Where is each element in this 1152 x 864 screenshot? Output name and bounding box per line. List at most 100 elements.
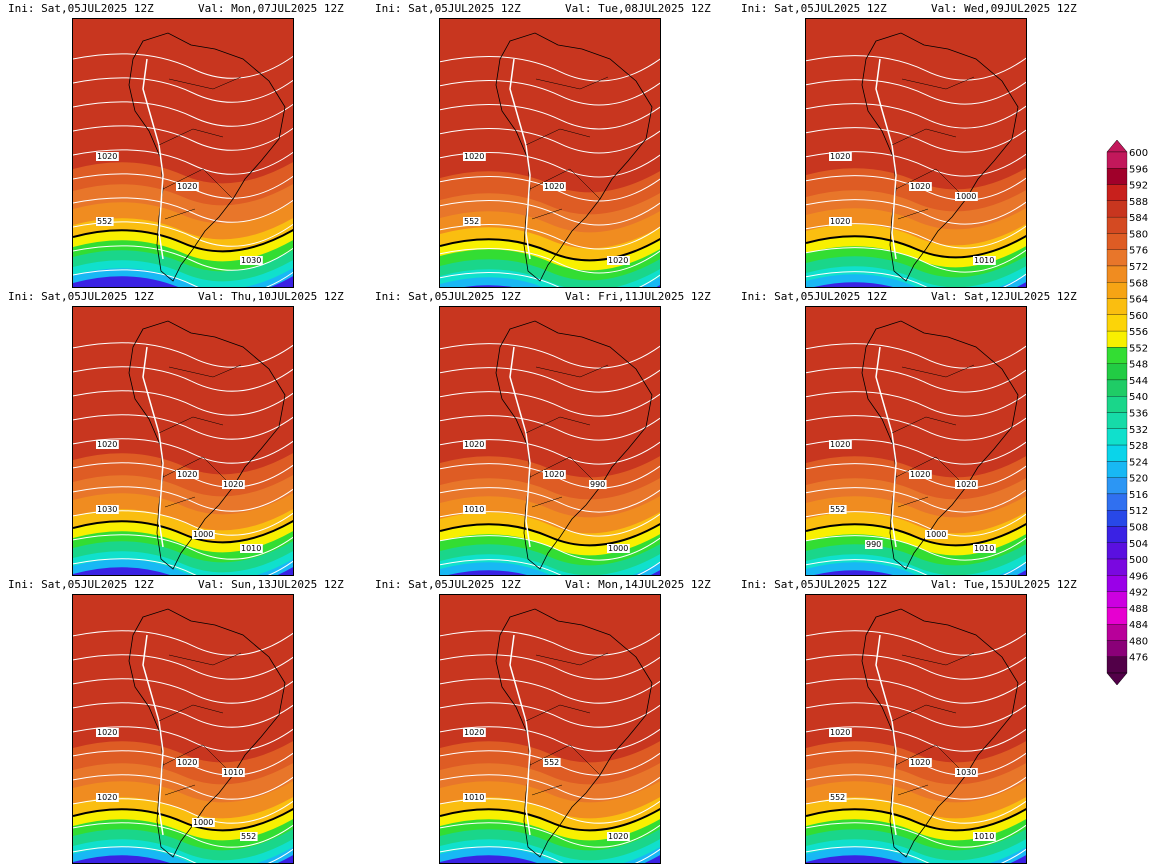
country-border bbox=[535, 364, 609, 378]
forecast-panel: Ini: Sat,05JUL2025 12Z Val: Thu,10JUL2025… bbox=[0, 288, 366, 576]
isobar-label-bg bbox=[543, 182, 566, 191]
isobar-line bbox=[440, 367, 660, 393]
isobar-line bbox=[440, 200, 660, 226]
map-canvas: 1020 1020 552 1010 1030 bbox=[806, 608, 1026, 863]
colorbar-tick-label: 592 bbox=[1129, 181, 1148, 192]
isobar-label: 552 bbox=[97, 217, 112, 226]
isobar-line bbox=[806, 391, 1026, 417]
country-border bbox=[525, 704, 591, 722]
isobar-line bbox=[806, 439, 1026, 465]
country-border bbox=[168, 364, 242, 378]
isobar-label-bg bbox=[192, 530, 215, 539]
colorbar-tick-label: 488 bbox=[1129, 604, 1148, 615]
isobar-line bbox=[806, 654, 1026, 680]
isobar-label: 1020 bbox=[223, 480, 243, 489]
valid-time-label: Val: Sun,13JUL2025 12Z bbox=[198, 578, 344, 591]
colorbar-tick-label: 532 bbox=[1129, 425, 1148, 436]
isobar-label: 1020 bbox=[97, 728, 117, 737]
colorbar-tick-label: 516 bbox=[1129, 490, 1148, 501]
country-border bbox=[158, 416, 224, 434]
country-border bbox=[531, 496, 563, 508]
coastline bbox=[495, 608, 653, 858]
forecast-panel: Ini: Sat,05JUL2025 12Z Val: Wed,09JUL2025… bbox=[733, 0, 1099, 288]
map-canvas: 1020 1020 552 1020 bbox=[440, 32, 660, 287]
colorbar-swatch bbox=[1106, 591, 1128, 609]
isobar-label: 1020 bbox=[910, 182, 930, 191]
isobar-line bbox=[806, 822, 1026, 848]
isobar-label-bg bbox=[463, 728, 486, 737]
colorbar-swatch bbox=[1106, 607, 1128, 625]
country-border bbox=[158, 704, 224, 722]
colorbar-swatch bbox=[1106, 298, 1128, 315]
colorbar-tick-label: 504 bbox=[1129, 539, 1148, 550]
valid-time-label: Val: Mon,07JUL2025 12Z bbox=[198, 2, 344, 15]
isobar-line bbox=[73, 822, 293, 848]
colorbar-swatch bbox=[1106, 314, 1128, 332]
coastline bbox=[128, 32, 286, 282]
isobar-line bbox=[73, 678, 293, 704]
colorbar-tick-label: 596 bbox=[1129, 164, 1148, 175]
isobar-label: 1020 bbox=[464, 440, 484, 449]
colorbar-tick-label: 580 bbox=[1129, 229, 1148, 240]
colorbar-tick-label: 492 bbox=[1129, 588, 1148, 599]
isobar-label: 1020 bbox=[910, 758, 930, 767]
coastline bbox=[128, 320, 286, 570]
colorbar-swatch bbox=[1106, 168, 1128, 185]
isobar-label-bg bbox=[973, 832, 996, 841]
colorbar-swatch bbox=[1106, 330, 1128, 348]
isobar-line bbox=[73, 53, 293, 79]
thickness-band bbox=[464, 285, 660, 287]
isobar-line bbox=[440, 248, 660, 274]
isobar-label-bg bbox=[829, 793, 847, 802]
valid-time-label: Val: Tue,15JUL2025 12Z bbox=[931, 578, 1077, 591]
country-border bbox=[897, 496, 929, 508]
isobar-line bbox=[73, 726, 293, 752]
colorbar-swatch bbox=[1106, 249, 1128, 267]
map-canvas: 1020 1020 1020 1010 1000 bbox=[806, 32, 1026, 287]
forecast-panel: Ini: Sat,05JUL2025 12Z Val: Mon,07JUL2025… bbox=[0, 0, 366, 288]
country-border bbox=[164, 784, 196, 796]
country-border bbox=[891, 128, 957, 146]
isobar-line bbox=[806, 103, 1026, 129]
isobar-line bbox=[806, 678, 1026, 704]
thickness-552-contour bbox=[440, 807, 660, 832]
colorbar-tick-label: 552 bbox=[1129, 343, 1148, 354]
isobar-label: 1020 bbox=[464, 152, 484, 161]
isobar-label: 1020 bbox=[544, 470, 564, 479]
isobar-line bbox=[73, 77, 293, 103]
country-border bbox=[168, 652, 242, 666]
panel-header: Ini: Sat,05JUL2025 12Z Val: Sat,12JUL2025… bbox=[733, 290, 1099, 304]
colorbar-tick-label: 500 bbox=[1129, 555, 1148, 566]
isobar-line bbox=[73, 366, 293, 392]
colorbar-tick-label: 560 bbox=[1129, 311, 1148, 322]
colorbar-tick-label: 536 bbox=[1129, 409, 1148, 420]
colorbar-tick-label: 476 bbox=[1129, 653, 1148, 664]
isobar-label: 1020 bbox=[544, 182, 564, 191]
colorbar-swatch bbox=[1106, 216, 1128, 234]
colorbar-tick-label: 544 bbox=[1129, 376, 1148, 387]
colorbar-swatch bbox=[1106, 412, 1128, 429]
isobar-label: 552 bbox=[830, 793, 845, 802]
colorbar-tick-label: 588 bbox=[1129, 197, 1148, 208]
isobar-label-bg bbox=[973, 256, 996, 265]
panel-header: Ini: Sat,05JUL2025 12Z Val: Mon,07JUL2025… bbox=[0, 2, 366, 16]
init-time-label: Ini: Sat,05JUL2025 12Z bbox=[8, 578, 154, 591]
colorbar-swatch bbox=[1106, 184, 1128, 201]
thickness-map: 1020 1020 552 1010 1020 1000 990 bbox=[805, 306, 1027, 576]
isobar-line bbox=[806, 127, 1026, 153]
colorbar-tick-label: 520 bbox=[1129, 474, 1148, 485]
isobar-label-bg bbox=[955, 192, 978, 201]
coastline bbox=[128, 608, 286, 858]
isobar-line bbox=[806, 367, 1026, 393]
isobar-label: 1030 bbox=[97, 505, 117, 514]
isobar-label-bg bbox=[607, 544, 630, 553]
isobar-label: 1010 bbox=[974, 544, 994, 553]
colorbar-tick-label: 564 bbox=[1129, 295, 1148, 306]
isobar-label: 1010 bbox=[464, 793, 484, 802]
isobar-label: 552 bbox=[241, 832, 256, 841]
isobar-line bbox=[73, 702, 293, 728]
thickness-552-contour bbox=[806, 234, 1026, 259]
isobar-line bbox=[73, 774, 293, 800]
isobar-line bbox=[440, 176, 660, 202]
isobar-line bbox=[440, 630, 660, 656]
